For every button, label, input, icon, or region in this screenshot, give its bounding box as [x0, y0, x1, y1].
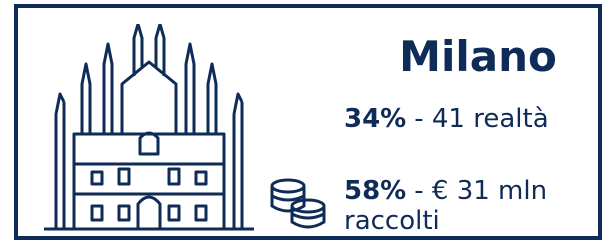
percent: 34%: [344, 104, 406, 134]
coins-icon: [266, 176, 332, 230]
stat: 58%- € 31 mln raccolti: [344, 176, 594, 236]
stat-text: - 41 realtà: [414, 104, 548, 134]
title: Milano: [358, 32, 598, 81]
percent: 58%: [344, 176, 406, 206]
cathedral-icon: [34, 24, 264, 234]
card: Milano 34% - 41 realtà 58%- € 31 mln racc…: [14, 4, 602, 240]
stat: 34% - 41 realtà: [344, 104, 594, 134]
page: {"title": "Milano", "stats": [ {"percent…: [0, 0, 612, 249]
